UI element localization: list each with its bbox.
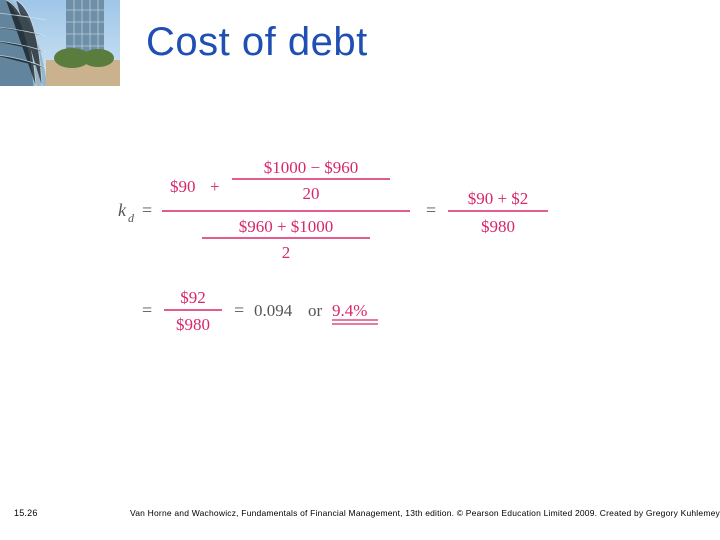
svg-text:=: =: [142, 300, 152, 320]
svg-text:$980: $980: [481, 217, 515, 236]
svg-text:$1000 − $960: $1000 − $960: [264, 158, 359, 177]
svg-text:k: k: [118, 200, 127, 220]
svg-text:+: +: [210, 177, 220, 196]
svg-text:d: d: [128, 211, 135, 225]
svg-text:or: or: [308, 301, 323, 320]
svg-text:$980: $980: [176, 315, 210, 334]
page-number: 15.26: [14, 508, 38, 518]
svg-text:=: =: [142, 200, 152, 220]
svg-text:$90: $90: [170, 177, 196, 196]
svg-text:0.094: 0.094: [254, 301, 293, 320]
svg-text:$960 + $1000: $960 + $1000: [239, 217, 334, 236]
slide-title: Cost of debt: [146, 20, 368, 64]
svg-text:$90 + $2: $90 + $2: [468, 189, 529, 208]
footer-citation: Van Horne and Wachowicz, Fundamentals of…: [130, 508, 720, 518]
svg-text:9.4%: 9.4%: [332, 301, 367, 320]
equation-image: kd = $90 + $1000 − $960 20 $960 + $1000 2 = $90 +…: [110, 156, 630, 366]
svg-text:20: 20: [303, 184, 320, 203]
svg-text:2: 2: [282, 243, 291, 262]
header-thumbnail: [0, 0, 120, 86]
svg-text:=: =: [234, 300, 244, 320]
svg-text:$92: $92: [180, 288, 206, 307]
svg-text:=: =: [426, 200, 436, 220]
